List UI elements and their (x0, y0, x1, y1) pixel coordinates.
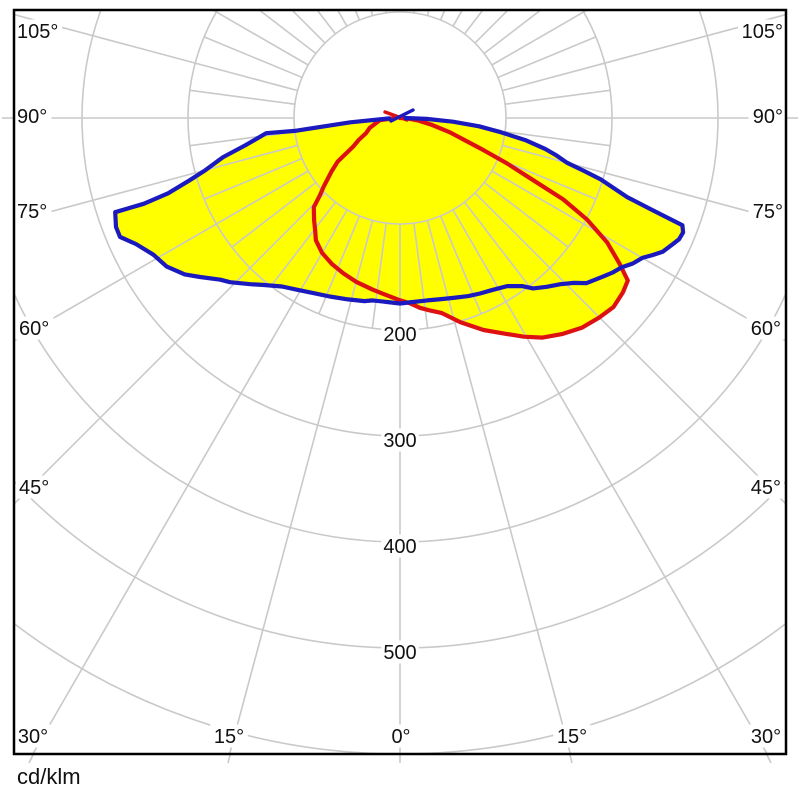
fill-red (313, 118, 628, 338)
edge-tick (766, 754, 772, 764)
angle-label-bottom-15: 15° (557, 726, 587, 748)
angle-label-bottom-30-bg (747, 724, 785, 748)
grid-spoke-minor (483, 181, 569, 248)
grid-spoke-minor (189, 89, 296, 105)
angle-label-left-45: 45° (19, 477, 49, 499)
angle-label-right-105: 105° (742, 21, 783, 43)
angle-label-right-90: 90° (753, 106, 783, 128)
angle-labels: 105° 90° 75° 60° 45° 105° 90° 75° 60° 45° 30° 15° 0°… (14, 19, 786, 748)
radial-value-500-bg (381, 640, 419, 664)
edge-tick (28, 754, 34, 764)
angle-label-right-105-bg (738, 19, 786, 43)
angle-label-left-75: 75° (17, 201, 47, 223)
angle-label-right-60: 60° (751, 318, 781, 340)
grid-spoke-minor (483, 11, 541, 55)
angle-label-bottom-15-bg (553, 724, 591, 748)
radial-value-200-bg (381, 322, 419, 346)
angle-label-bottom-30: 30° (18, 726, 48, 748)
angle-label-right-75-bg (748, 199, 786, 223)
curve-red (311, 115, 630, 340)
grid-spoke-major (15, 14, 298, 92)
edge-tick (227, 754, 231, 764)
radial-value-200: 200 (383, 324, 416, 346)
angle-label-left-60-bg (16, 316, 54, 340)
angle-label-right-90-bg (748, 104, 786, 128)
grid-spoke-major (491, 170, 785, 342)
grid-spoke-major (32, 209, 348, 753)
grid-spoke-minor (504, 89, 611, 105)
angle-label-left-90: 90° (17, 106, 47, 128)
angle-label-right-60-bg (746, 316, 784, 340)
grid-spoke-major (229, 220, 374, 753)
angle-label-left-90-bg (14, 104, 52, 128)
angle-label-bottom-30: 30° (751, 726, 781, 748)
grid-spoke-minor (270, 201, 337, 287)
radial-value-300-bg (381, 428, 419, 452)
angle-label-bottom-15-bg (210, 724, 248, 748)
angle-label-left-105: 105° (17, 21, 58, 43)
radial-value-labels: 200 300 400 500 (381, 322, 419, 664)
grid-spoke-minor (439, 215, 482, 315)
grid-spoke-minor (231, 181, 317, 248)
grid-spoke-minor (463, 201, 530, 287)
radial-value-300: 300 (383, 430, 416, 452)
grid-spoke-major (15, 192, 326, 505)
grid-spoke-major (502, 144, 785, 222)
edge-tick (569, 754, 573, 764)
radial-value-500: 500 (383, 642, 416, 664)
angle-label-bottom-30-bg (14, 724, 52, 748)
chart-frame (12, 8, 788, 756)
grid-spoke-minor (504, 131, 611, 147)
angle-label-bottom-15: 15° (214, 726, 244, 748)
angle-label-right-45-bg (746, 475, 784, 499)
grid-spoke-minor (316, 11, 337, 35)
angle-label-left-60: 60° (19, 318, 49, 340)
angle-label-bottom-0-bg (387, 724, 415, 748)
angle-label-left-105-bg (14, 19, 62, 43)
angle-label-left-75-bg (14, 199, 52, 223)
grid-spoke-major (474, 192, 785, 505)
grid-spoke-minor (371, 222, 387, 329)
intensity-fill (115, 118, 684, 338)
grid-spoke-major (15, 170, 309, 342)
angle-label-bottom-0: 0° (391, 726, 410, 748)
grid-spoke-major (370, 11, 374, 16)
curve-blue (113, 115, 686, 306)
units-label: cd/klm (17, 764, 81, 789)
angle-label-right-75: 75° (753, 201, 783, 223)
grid-spoke-minor (203, 157, 303, 200)
grid-spoke-major (426, 220, 571, 753)
radial-value-400-bg (381, 534, 419, 558)
radial-value-400: 400 (383, 536, 416, 558)
grid-spoke-minor (203, 36, 303, 79)
grid-spoke-minor (463, 11, 484, 35)
grid-spoke-minor (259, 11, 317, 55)
edge-ticks (2, 117, 798, 764)
grid-spoke-minor (497, 36, 597, 79)
angle-label-left-45-bg (16, 475, 54, 499)
curve-blue-center-tail (389, 108, 415, 123)
grid-spoke-minor (497, 157, 597, 200)
grid-spoke-major (15, 144, 298, 222)
angle-label-right-45: 45° (751, 477, 781, 499)
grid-spoke-major (502, 14, 785, 92)
grid-spoke-major (426, 11, 430, 16)
